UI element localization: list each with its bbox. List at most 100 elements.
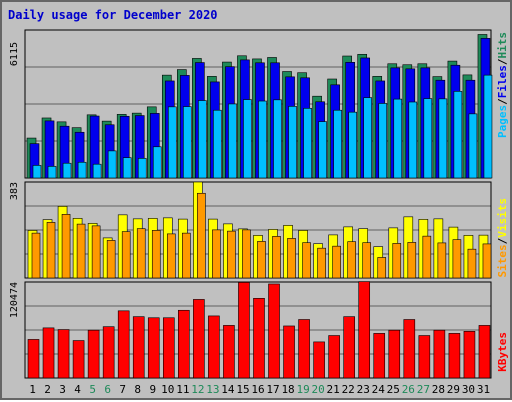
pages-bar xyxy=(378,103,388,179)
pages-bar xyxy=(393,98,403,179)
kbytes-bar xyxy=(283,325,295,379)
kbytes-bar xyxy=(162,317,175,379)
sites-bar xyxy=(347,241,356,279)
sites-bar xyxy=(212,229,221,279)
legend-sep-3: / xyxy=(496,237,509,245)
pages-bar xyxy=(167,106,177,179)
kbytes-bar xyxy=(42,327,55,379)
sites-bar xyxy=(76,223,86,279)
kbytes-bar xyxy=(178,309,190,379)
x-axis-day-labels: 1 2 3 4 5 6 7 8 9 10 11 12 13 14 15 16 17 18 19 20 21 22 23 24 2… xyxy=(2,383,512,397)
day-label: 21 xyxy=(326,383,340,396)
pages-bar xyxy=(483,74,493,179)
day-label: 25 xyxy=(386,383,400,396)
kbytes-bar xyxy=(388,329,401,379)
pages-bar xyxy=(152,146,162,179)
pages-bar xyxy=(107,150,117,179)
sites-bar xyxy=(467,248,477,279)
day-label: 8 xyxy=(134,383,142,396)
sites-bar xyxy=(407,242,417,279)
day-label: 16 xyxy=(251,383,265,396)
kbytes-bar xyxy=(463,331,476,379)
kbytes-bar xyxy=(313,341,325,379)
kbytes-bar xyxy=(27,339,40,379)
day-label: 28 xyxy=(431,383,445,396)
day-label: 23 xyxy=(356,383,370,396)
day-label: 31 xyxy=(476,383,491,396)
sites-bar xyxy=(182,232,191,279)
day-label: 1 xyxy=(29,383,36,396)
day-label: 12 xyxy=(191,383,205,396)
sites-bar xyxy=(91,225,101,279)
day-label: 5 xyxy=(89,383,96,396)
visits-panel-max-label: 383 xyxy=(9,182,20,201)
kbytes-bar xyxy=(328,335,340,379)
legend-kbytes: KBytes xyxy=(496,332,509,372)
pages-bar xyxy=(363,97,373,179)
sites-bar xyxy=(151,230,161,279)
legend-sep-1: / xyxy=(496,98,509,105)
pages-bar xyxy=(198,100,207,179)
day-label: 15 xyxy=(236,383,250,396)
day-label: 30 xyxy=(461,383,476,396)
day-label: 29 xyxy=(446,383,461,396)
pages-bar xyxy=(318,121,327,179)
sites-bar xyxy=(61,214,71,279)
kbytes-bar xyxy=(223,325,235,379)
pages-bar xyxy=(228,103,237,179)
pages-bar xyxy=(183,106,192,179)
legend-pages: Pages xyxy=(496,104,509,138)
legend-hits: Hits xyxy=(496,32,509,59)
day-label: 3 xyxy=(59,383,66,396)
kbytes-bar xyxy=(448,333,461,379)
pages-bar xyxy=(32,165,42,179)
kbytes-bar xyxy=(102,326,115,379)
sites-bar xyxy=(136,228,146,279)
day-label: 2 xyxy=(44,383,51,396)
pages-bar xyxy=(273,99,282,179)
pages-bar xyxy=(468,113,478,179)
sites-bar xyxy=(302,242,311,279)
sites-bar xyxy=(482,243,492,279)
sites-bar xyxy=(392,243,402,279)
kbytes-bar xyxy=(132,316,145,379)
kbytes-bar xyxy=(193,299,205,379)
pages-bar xyxy=(438,98,448,179)
hits-panel-max-label: 6115 xyxy=(9,42,20,67)
kbytes-bar xyxy=(238,282,250,379)
hits-panel-legend: Pages/Files/Hits xyxy=(496,32,509,138)
visits-panel-legend: Sites/Visits xyxy=(496,198,509,278)
kbytes-bar xyxy=(478,325,491,379)
pages-bar xyxy=(92,163,102,179)
sites-bar xyxy=(31,232,41,279)
kbytes-bar xyxy=(87,329,100,379)
kbytes-bar xyxy=(358,281,371,379)
sites-bar xyxy=(242,229,251,279)
sites-bar xyxy=(166,233,176,279)
pages-bar xyxy=(288,106,297,179)
kbytes-panel-legend: KBytes xyxy=(496,332,509,372)
pages-bar xyxy=(243,99,252,179)
day-label: 10 xyxy=(161,383,175,396)
sites-bar xyxy=(452,239,462,279)
sites-bar xyxy=(227,230,236,279)
kbytes-bar xyxy=(268,283,280,379)
pages-bar xyxy=(122,157,132,179)
day-label: 11 xyxy=(176,383,190,396)
sites-bar xyxy=(287,238,296,279)
sites-bar xyxy=(121,231,131,279)
day-label: 24 xyxy=(371,383,385,396)
sites-bar xyxy=(332,245,341,279)
day-label: 4 xyxy=(74,383,81,396)
kbytes-bar xyxy=(433,329,446,379)
pages-bar xyxy=(213,109,222,179)
pages-bar xyxy=(137,158,147,179)
kbytes-bar xyxy=(117,310,130,379)
sites-bar xyxy=(377,257,387,279)
legend-sep-2: / xyxy=(496,58,509,66)
kbytes-bar xyxy=(72,340,85,379)
pages-bar xyxy=(408,101,418,179)
kbytes-bar xyxy=(403,319,416,379)
kbytes-bar xyxy=(208,315,220,379)
